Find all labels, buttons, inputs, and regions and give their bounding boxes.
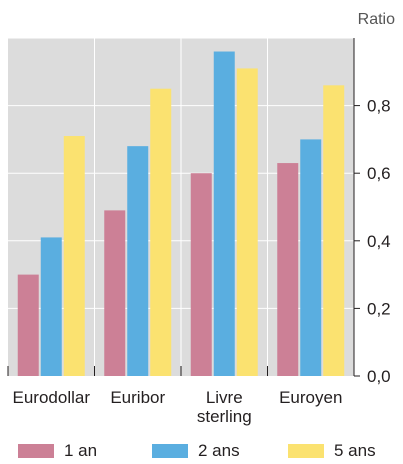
legend-swatch-2-ans	[152, 444, 188, 458]
legend-label-5-ans: 5 ans	[334, 441, 376, 460]
bars	[17, 51, 345, 377]
bar-chart: 0,0 0,2 0,4 0,6 0,8 Eurodollar Euribor Livrest…	[7, 11, 395, 426]
legend-label-2-ans: 2 ans	[198, 441, 240, 460]
y-tick-label-1: 0,2	[367, 299, 391, 318]
bar-1-5-ans	[150, 88, 172, 376]
legend-item-1-an: 1 an	[18, 440, 97, 462]
legend-item-5-ans: 5 ans	[288, 440, 376, 462]
bar-3-5-ans	[323, 85, 345, 376]
bar-0-2-ans	[40, 237, 62, 376]
bar-0-1-an	[17, 274, 39, 376]
legend-swatch-1-an	[18, 444, 54, 458]
bar-1-1-an	[104, 210, 126, 376]
bar-3-2-ans	[300, 139, 322, 376]
y-tick-label-0: 0,0	[367, 367, 391, 386]
legend: 1 an 2 ans 5 ans	[0, 440, 403, 464]
bar-1-2-ans	[127, 146, 149, 376]
bar-0-5-ans	[63, 136, 85, 376]
bar-3-1-an	[277, 163, 299, 376]
x-category-label-3: Euroyen	[279, 388, 342, 407]
y-tick-label-2: 0,4	[367, 232, 391, 251]
x-category-label-1: Euribor	[110, 388, 165, 407]
x-category-label-2-line-0: Livre	[206, 388, 243, 407]
x-category-label-0: Eurodollar	[13, 388, 91, 407]
bar-2-2-ans	[213, 51, 235, 377]
y-axis-unit-label: Ratio	[358, 11, 395, 28]
legend-item-2-ans: 2 ans	[152, 440, 240, 462]
y-tick-label-3: 0,6	[367, 164, 391, 183]
bar-2-1-an	[190, 173, 212, 376]
legend-swatch-5-ans	[288, 444, 324, 458]
bar-2-5-ans	[236, 68, 258, 377]
legend-label-1-an: 1 an	[64, 441, 98, 460]
y-axis-ticks: 0,0 0,2 0,4 0,6 0,8	[7, 38, 391, 386]
x-category-label-2-line-1: sterling	[197, 407, 252, 426]
y-tick-label-4: 0,8	[367, 97, 391, 116]
